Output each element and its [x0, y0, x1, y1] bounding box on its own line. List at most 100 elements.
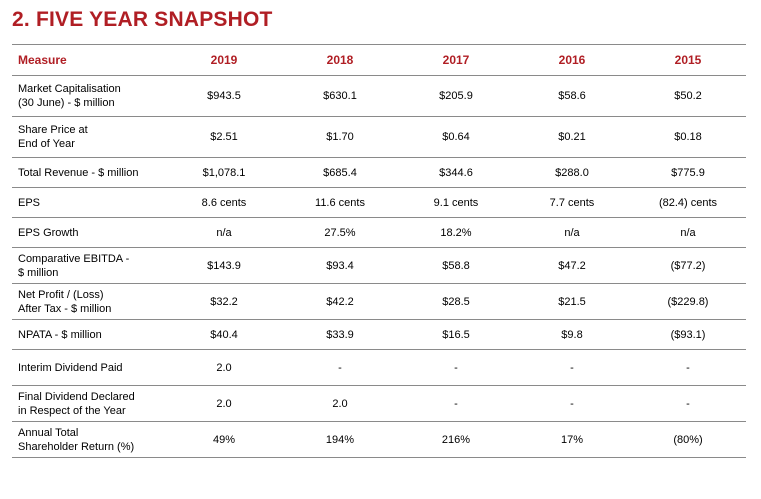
table-row: Total Revenue - $ million $1,078.1 $685.4 $… [12, 157, 746, 188]
table-row: Share Price at End of Year $2.51 $1.70 $0.64… [12, 116, 746, 158]
table-cell: $143.9 [166, 247, 282, 284]
column-header-measure: Measure [12, 44, 166, 76]
table-cell: ($77.2) [630, 247, 746, 284]
table-cell: $775.9 [630, 157, 746, 188]
table-cell: $50.2 [630, 75, 746, 117]
table-cell: $58.6 [514, 75, 630, 117]
column-header-year: 2019 [166, 44, 282, 76]
table-cell: - [398, 349, 514, 386]
table-cell: $32.2 [166, 283, 282, 320]
row-label-line: Net Profit / (Loss) [18, 288, 104, 301]
table-cell: n/a [166, 217, 282, 248]
five-year-snapshot-table-container: Measure 2019 2018 2017 2016 2015 Market … [12, 44, 746, 458]
table-cell: n/a [514, 217, 630, 248]
table-cell: $1,078.1 [166, 157, 282, 188]
table-cell: $0.64 [398, 116, 514, 158]
table-cell: - [398, 385, 514, 422]
table-cell: 194% [282, 421, 398, 458]
row-label: Comparative EBITDA - $ million [12, 247, 166, 284]
table-cell: $0.18 [630, 116, 746, 158]
table-cell: 11.6 cents [282, 187, 398, 218]
row-label: Total Revenue - $ million [12, 157, 166, 188]
row-label: Interim Dividend Paid [12, 349, 166, 386]
row-label: Annual Total Shareholder Return (%) [12, 421, 166, 458]
table-cell: 7.7 cents [514, 187, 630, 218]
table-cell: 8.6 cents [166, 187, 282, 218]
table-cell: (80%) [630, 421, 746, 458]
table-cell: 216% [398, 421, 514, 458]
table-cell: $1.70 [282, 116, 398, 158]
row-label-line: Comparative EBITDA - [18, 252, 130, 265]
table-cell: $33.9 [282, 319, 398, 350]
row-label-line: Market Capitalisation [18, 83, 121, 95]
table-cell: $93.4 [282, 247, 398, 284]
table-cell: 18.2% [398, 217, 514, 248]
row-label-line: EPS [18, 196, 41, 209]
table-cell: 17% [514, 421, 630, 458]
table-cell: 2.0 [166, 349, 282, 386]
table-body: Market Capitalisation (30 June) - $ milli… [12, 75, 746, 458]
table-cell: - [630, 349, 746, 386]
five-year-snapshot-table: Measure 2019 2018 2017 2016 2015 Market … [12, 44, 746, 458]
row-label-line: EPS Growth [18, 226, 79, 239]
table-cell: n/a [630, 217, 746, 248]
row-label-line: Interim Dividend Paid [18, 361, 123, 374]
table-cell: $16.5 [398, 319, 514, 350]
table-cell: - [514, 349, 630, 386]
row-label: Market Capitalisation (30 June) - $ milli… [12, 75, 166, 117]
table-cell: $47.2 [514, 247, 630, 284]
row-label-line: Final Dividend Declared [18, 390, 135, 403]
row-label-line: After Tax - $ million [18, 302, 112, 315]
column-header-year: 2017 [398, 44, 514, 76]
column-header-year: 2016 [514, 44, 630, 76]
row-label-line: (30 June) - $ million [18, 97, 115, 109]
table-cell: 2.0 [166, 385, 282, 422]
table-cell: $943.5 [166, 75, 282, 117]
row-label-line: Total Revenue - $ million [18, 166, 139, 179]
row-label: Share Price at End of Year [12, 116, 166, 158]
row-label-line: Share Price at [18, 124, 88, 136]
table-row: Interim Dividend Paid 2.0- - - - [12, 349, 746, 386]
table-cell: $344.6 [398, 157, 514, 188]
table-cell: $40.4 [166, 319, 282, 350]
table-cell: $9.8 [514, 319, 630, 350]
table-row: Market Capitalisation (30 June) - $ milli… [12, 75, 746, 117]
table-cell: - [630, 385, 746, 422]
table-cell: $58.8 [398, 247, 514, 284]
table-cell: - [514, 385, 630, 422]
row-label: Net Profit / (Loss) After Tax - $ million [12, 283, 166, 320]
row-label-line: $ million [18, 266, 59, 279]
table-cell: ($229.8) [630, 283, 746, 320]
table-cell: $28.5 [398, 283, 514, 320]
table-row: NPATA - $ million $40.4 $33.9 $16.5 $9.8 ($93… [12, 319, 746, 350]
column-header-year: 2018 [282, 44, 398, 76]
table-row: Comparative EBITDA - $ million $143.9 $93.4… [12, 247, 746, 284]
table-cell: 49% [166, 421, 282, 458]
table-cell: $205.9 [398, 75, 514, 117]
row-label: NPATA - $ million [12, 319, 166, 350]
row-label-line: in Respect of the Year [18, 404, 126, 417]
table-cell: 2.0 [282, 385, 398, 422]
table-cell: $42.2 [282, 283, 398, 320]
table-row: EPS Growth n/a 27.5% 18.2% n/a n/a [12, 217, 746, 248]
table-cell: - [282, 349, 398, 386]
table-row: Annual Total Shareholder Return (%) 49% 194… [12, 421, 746, 458]
row-label: Final Dividend Declared in Respect of the… [12, 385, 166, 422]
row-label: EPS [12, 187, 166, 218]
table-cell: $0.21 [514, 116, 630, 158]
column-header-year: 2015 [630, 44, 746, 76]
table-row: Net Profit / (Loss) After Tax - $ million… [12, 283, 746, 320]
table-row: Final Dividend Declared in Respect of the… [12, 385, 746, 422]
page-title: 2. FIVE YEAR SNAPSHOT [12, 8, 273, 31]
table-row: EPS 8.6 cents 11.6 cents 9.1 cents 7.7 cents… [12, 187, 746, 218]
table-cell: $2.51 [166, 116, 282, 158]
table-header-row: Measure 2019 2018 2017 2016 2015 [12, 44, 746, 76]
table-cell: $685.4 [282, 157, 398, 188]
table-cell: $21.5 [514, 283, 630, 320]
table-cell: 9.1 cents [398, 187, 514, 218]
table-cell: $630.1 [282, 75, 398, 117]
row-label-line: Annual Total [18, 426, 79, 439]
table-cell: ($93.1) [630, 319, 746, 350]
row-label-line: End of Year [18, 138, 75, 150]
row-label-line: Shareholder Return (%) [18, 440, 135, 453]
